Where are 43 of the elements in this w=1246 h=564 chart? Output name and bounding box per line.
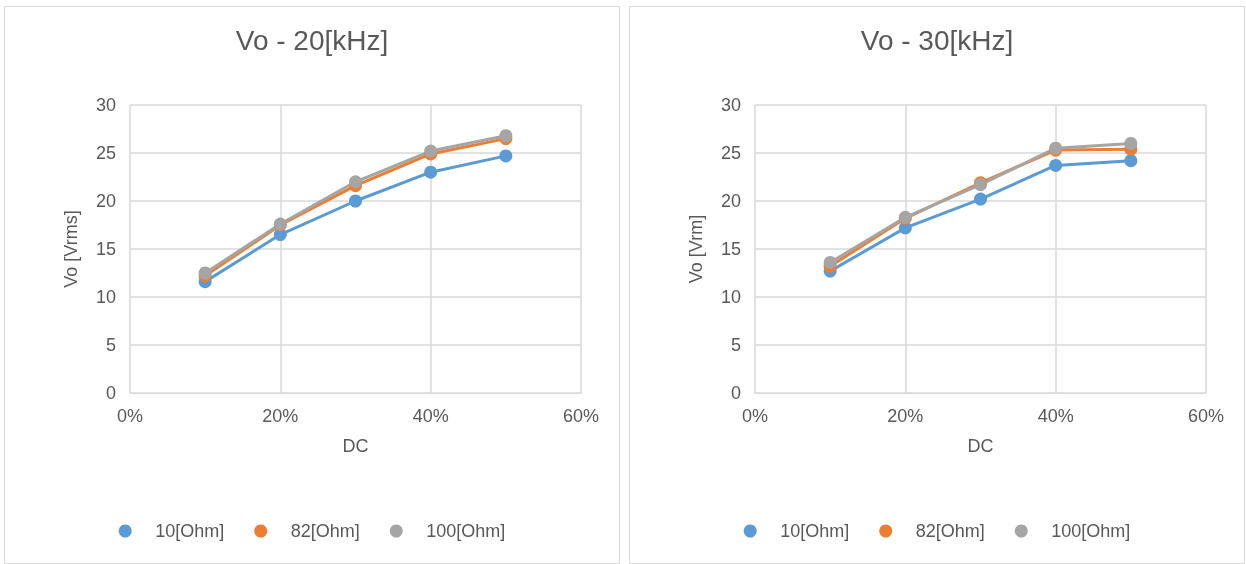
point bbox=[424, 165, 438, 179]
x-tick-label: 40% bbox=[1037, 406, 1074, 426]
y-tick-label: 5 bbox=[730, 335, 741, 355]
x-tick-label: 60% bbox=[562, 406, 600, 426]
point bbox=[1124, 136, 1138, 150]
y-axis-title: Vo [Vrms] bbox=[61, 210, 81, 288]
y-tick-label: 30 bbox=[95, 95, 116, 115]
y-tick-label: 15 bbox=[95, 239, 116, 259]
x-tick-label: 20% bbox=[887, 406, 924, 426]
legend-label: 10[Ohm] bbox=[780, 521, 850, 541]
y-tick-label: 0 bbox=[105, 383, 116, 403]
point bbox=[349, 194, 362, 208]
y-tick-label: 20 bbox=[95, 191, 116, 211]
x-tick-label: 60% bbox=[1187, 406, 1225, 426]
x-tick-label: 20% bbox=[262, 406, 299, 426]
legend-label: 82[Ohm] bbox=[915, 521, 985, 541]
point bbox=[1049, 158, 1063, 172]
y-tick-label: 20 bbox=[720, 191, 741, 211]
chart-title: Vo - 30[kHz] bbox=[860, 24, 1014, 56]
point bbox=[1124, 154, 1138, 168]
y-tick-label: 25 bbox=[720, 143, 741, 163]
point bbox=[499, 149, 513, 163]
x-axis-title: DC bbox=[342, 436, 369, 456]
legend-label: 100[Ohm] bbox=[1051, 521, 1131, 541]
chart-title: Vo - 20[kHz] bbox=[235, 24, 389, 56]
point bbox=[974, 192, 987, 206]
y-tick-label: 10 bbox=[95, 287, 116, 307]
y-tick-label: 15 bbox=[720, 239, 741, 259]
x-axis-title: DC bbox=[967, 436, 994, 456]
legend-label: 10[Ohm] bbox=[155, 521, 225, 541]
legend-label: 82[Ohm] bbox=[290, 521, 360, 541]
legend-label: 100[Ohm] bbox=[426, 521, 506, 541]
x-tick-label: 0% bbox=[741, 406, 769, 426]
y-tick-label: 5 bbox=[105, 335, 116, 355]
y-tick-label: 30 bbox=[720, 95, 741, 115]
point bbox=[823, 255, 837, 269]
y-tick-label: 10 bbox=[720, 287, 741, 307]
y-axis-title: Vo [Vrm] bbox=[686, 214, 706, 284]
y-tick-label: 25 bbox=[95, 143, 116, 163]
point bbox=[349, 175, 362, 189]
x-tick-label: 0% bbox=[116, 406, 144, 426]
y-tick-label: 0 bbox=[730, 383, 741, 403]
x-tick-label: 40% bbox=[412, 406, 449, 426]
